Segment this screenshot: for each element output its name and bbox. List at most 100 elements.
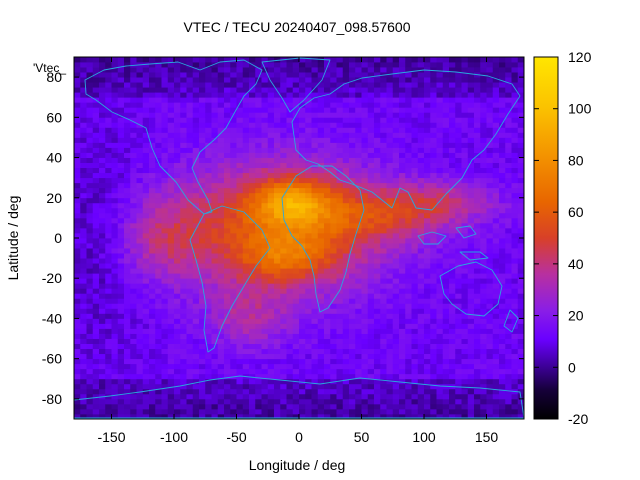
heatmap-cell <box>430 308 437 314</box>
heatmap-cell <box>199 243 206 249</box>
heatmap-cell <box>242 107 250 113</box>
heatmap-cell <box>274 77 281 83</box>
heatmap-cell <box>92 278 100 284</box>
heatmap-cell <box>186 122 194 128</box>
heatmap-cell <box>92 253 100 259</box>
heatmap-cell <box>167 383 175 390</box>
heatmap-cell <box>424 338 431 344</box>
heatmap-cell <box>374 217 381 224</box>
heatmap-cell <box>217 62 225 68</box>
heatmap-cell <box>80 288 87 294</box>
heatmap-cell <box>392 132 400 138</box>
heatmap-cell <box>242 117 250 123</box>
heatmap-cell <box>92 393 100 400</box>
heatmap-cell <box>230 77 237 83</box>
heatmap-cell <box>399 92 406 98</box>
heatmap-cell <box>261 117 269 123</box>
heatmap-cell <box>336 278 344 284</box>
heatmap-cell <box>461 393 469 400</box>
heatmap-cell <box>305 162 312 169</box>
heatmap-cell <box>236 323 244 329</box>
heatmap-cell <box>92 353 100 360</box>
heatmap-cell <box>455 132 462 138</box>
heatmap-cell <box>299 172 306 179</box>
heatmap-cell <box>199 408 206 415</box>
heatmap-cell <box>355 187 362 194</box>
heatmap-cell <box>280 253 287 259</box>
heatmap-cell <box>242 102 250 108</box>
heatmap-cell <box>74 343 81 350</box>
heatmap-cell <box>230 202 237 209</box>
heatmap-cell <box>349 112 356 118</box>
heatmap-cell <box>361 253 369 259</box>
heatmap-cell <box>355 258 362 264</box>
heatmap-cell <box>249 333 256 339</box>
heatmap-cell <box>430 132 437 138</box>
heatmap-cell <box>92 238 100 244</box>
heatmap-cell <box>242 308 250 314</box>
heatmap-cell <box>117 232 125 239</box>
heatmap-cell <box>236 147 244 153</box>
heatmap-cell <box>399 318 406 324</box>
heatmap-cell <box>261 398 269 405</box>
heatmap-cell <box>230 107 237 113</box>
heatmap-cell <box>399 187 406 194</box>
heatmap-cell <box>230 117 237 123</box>
heatmap-cell <box>286 172 294 179</box>
heatmap-cell <box>80 72 87 78</box>
heatmap-cell <box>305 117 312 123</box>
heatmap-cell <box>167 157 175 163</box>
heatmap-cell <box>286 398 294 405</box>
heatmap-cell <box>230 263 237 269</box>
heatmap-cell <box>292 368 300 375</box>
heatmap-cell <box>324 187 331 194</box>
heatmap-cell <box>299 112 306 118</box>
heatmap-cell <box>392 318 400 324</box>
heatmap-cell <box>224 67 231 73</box>
heatmap-cell <box>249 328 256 334</box>
heatmap-cell <box>492 373 500 380</box>
heatmap-cell <box>474 87 481 93</box>
heatmap-cell <box>136 388 144 395</box>
heatmap-cell <box>311 87 319 93</box>
heatmap-cell <box>499 162 506 169</box>
heatmap-cell <box>224 182 231 189</box>
heatmap-cell <box>280 122 287 128</box>
heatmap-cell <box>111 207 119 214</box>
heatmap-cell <box>455 283 462 289</box>
heatmap-cell <box>142 258 150 264</box>
heatmap-cell <box>455 303 462 309</box>
heatmap-cell <box>355 87 362 93</box>
heatmap-cell <box>180 207 187 214</box>
heatmap-cell <box>361 243 369 249</box>
heatmap-cell <box>324 62 331 68</box>
heatmap-cell <box>92 62 100 68</box>
heatmap-cell <box>355 137 362 143</box>
heatmap-cell <box>499 278 506 284</box>
heatmap-cell <box>467 222 475 229</box>
heatmap-cell <box>86 333 94 339</box>
heatmap-cell <box>442 398 450 405</box>
heatmap-cell <box>286 192 294 199</box>
heatmap-cell <box>417 57 425 63</box>
heatmap-cell <box>292 398 300 405</box>
heatmap-cell <box>486 212 494 219</box>
heatmap-cell <box>242 212 250 219</box>
heatmap-cell <box>324 323 331 329</box>
heatmap-cell <box>305 413 312 419</box>
heatmap-cell <box>411 323 419 329</box>
heatmap-cell <box>267 87 275 93</box>
heatmap-cell <box>467 182 475 189</box>
heatmap-cell <box>130 363 137 370</box>
heatmap-cell <box>299 152 306 158</box>
heatmap-cell <box>449 363 456 370</box>
heatmap-cell <box>367 408 375 415</box>
heatmap-cell <box>124 413 131 419</box>
heatmap-cell <box>149 187 156 194</box>
heatmap-cell <box>136 338 144 344</box>
heatmap-cell <box>324 298 331 304</box>
heatmap-cell <box>292 172 300 179</box>
heatmap-cell <box>199 293 206 299</box>
heatmap-cell <box>80 117 87 123</box>
heatmap-cell <box>499 102 506 108</box>
